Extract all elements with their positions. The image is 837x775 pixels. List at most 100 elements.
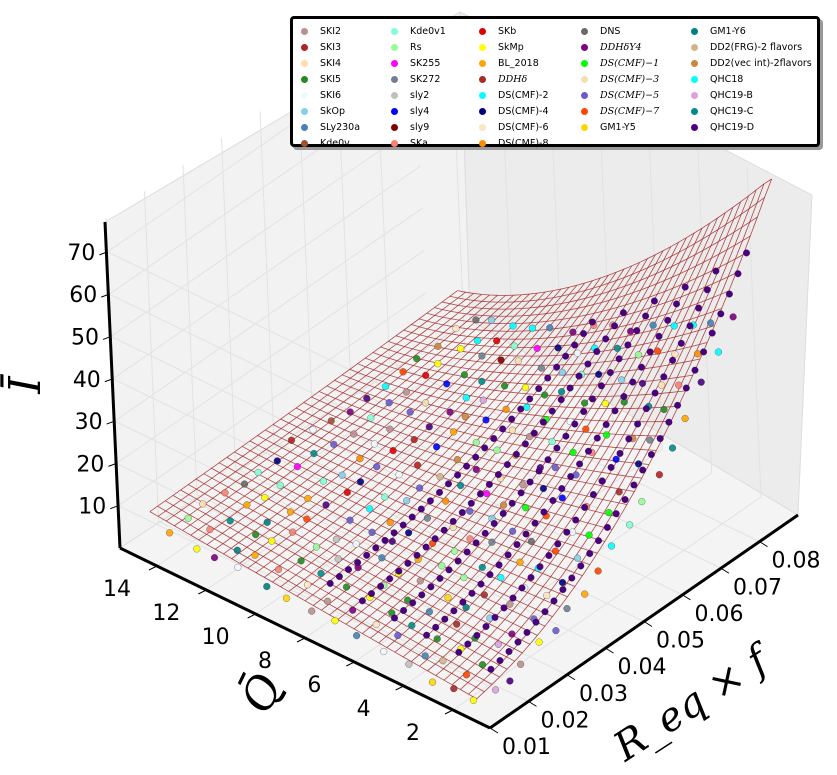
legend-label: DNS bbox=[600, 25, 621, 37]
data-point bbox=[395, 471, 403, 479]
data-point bbox=[425, 608, 433, 616]
legend-label: DS(CMF)−5 bbox=[600, 89, 660, 101]
data-point bbox=[665, 418, 673, 426]
x-tick-mark bbox=[605, 647, 614, 654]
legend-label: DD2(vec int)-2flavors bbox=[710, 57, 812, 69]
data-point bbox=[505, 648, 513, 655]
y-axis-label: Q̄ bbox=[229, 665, 292, 721]
x-gridline bbox=[221, 138, 606, 649]
z-tick-label: 40 bbox=[73, 368, 101, 393]
data-point bbox=[496, 657, 504, 665]
data-point bbox=[438, 562, 446, 570]
data-point bbox=[297, 557, 305, 565]
data-point bbox=[372, 620, 380, 628]
x-gridline bbox=[298, 84, 683, 596]
legend-entry: Rs bbox=[383, 39, 446, 55]
data-point bbox=[303, 515, 311, 523]
data-point bbox=[423, 631, 431, 639]
data-point bbox=[395, 567, 403, 575]
legend-entry: SKI3 bbox=[293, 39, 360, 55]
data-point bbox=[517, 489, 525, 497]
data-point bbox=[506, 677, 514, 685]
data-point bbox=[616, 449, 624, 457]
data-point bbox=[422, 371, 430, 379]
data-point bbox=[434, 342, 442, 350]
data-point bbox=[491, 686, 500, 694]
data-point bbox=[454, 557, 462, 565]
data-point bbox=[691, 366, 699, 374]
data-point bbox=[639, 466, 647, 474]
x-gridline bbox=[144, 191, 529, 702]
y-tick-label: 14 bbox=[103, 577, 131, 602]
legend-entry: QHC19-B bbox=[683, 87, 812, 103]
data-point bbox=[553, 363, 561, 371]
data-point bbox=[480, 591, 488, 599]
data-point bbox=[572, 516, 580, 524]
data-point bbox=[638, 363, 645, 371]
legend-marker bbox=[691, 59, 698, 67]
surface-line bbox=[206, 294, 514, 545]
data-point bbox=[353, 632, 361, 640]
data-point bbox=[619, 309, 627, 317]
surface-line bbox=[198, 295, 506, 541]
legend-label: SLy230a bbox=[320, 121, 361, 133]
data-point bbox=[607, 542, 616, 550]
data-point bbox=[544, 456, 552, 464]
legend-entry: Kde0v bbox=[293, 135, 360, 151]
data-point bbox=[282, 594, 291, 602]
data-point bbox=[508, 426, 516, 434]
data-point bbox=[544, 374, 552, 382]
surface-line bbox=[239, 291, 546, 564]
data-point bbox=[490, 435, 498, 442]
surface-line bbox=[329, 265, 633, 616]
data-point bbox=[240, 480, 249, 488]
data-point bbox=[381, 536, 389, 544]
data-point bbox=[506, 600, 514, 608]
data-point bbox=[568, 574, 576, 582]
legend-entry: DD2(vec int)-2flavors bbox=[683, 55, 812, 71]
data-point bbox=[525, 433, 534, 441]
legend-marker bbox=[301, 123, 308, 131]
data-point bbox=[473, 631, 481, 639]
data-point bbox=[582, 425, 590, 433]
surface-line bbox=[165, 293, 474, 522]
legend-label: SKI6 bbox=[320, 89, 342, 101]
legend-marker bbox=[581, 59, 588, 67]
data-point bbox=[551, 547, 559, 555]
data-point bbox=[439, 657, 447, 665]
legend-entry: SKI5 bbox=[293, 71, 360, 87]
data-point bbox=[485, 480, 493, 488]
legend-marker bbox=[301, 75, 308, 83]
legend-entry: GM1-Y6 bbox=[683, 23, 812, 39]
data-point bbox=[634, 420, 642, 428]
data-point bbox=[368, 528, 376, 536]
legend-entry: sly4 bbox=[383, 103, 446, 119]
data-point bbox=[509, 527, 517, 535]
data-point bbox=[558, 485, 566, 493]
data-point bbox=[514, 638, 522, 646]
legend-entry: SKI2 bbox=[293, 23, 360, 39]
legend-label: GM1-Y6 bbox=[710, 25, 746, 37]
data-point bbox=[521, 383, 529, 392]
legend-label: sly4 bbox=[410, 105, 430, 117]
data-point bbox=[589, 395, 596, 403]
surface-line bbox=[362, 250, 664, 634]
data-point bbox=[433, 443, 441, 451]
legend-label: sly9 bbox=[410, 121, 430, 133]
x-tick-mark bbox=[489, 727, 499, 734]
data-point bbox=[675, 381, 683, 389]
legend-label: DDHδY4 bbox=[600, 41, 642, 53]
data-point bbox=[615, 355, 623, 363]
data-point bbox=[335, 573, 343, 580]
data-point bbox=[499, 510, 507, 517]
z-tick-mark bbox=[106, 420, 115, 425]
data-point bbox=[670, 322, 678, 330]
z-tick-mark bbox=[104, 378, 113, 383]
data-point bbox=[494, 471, 502, 479]
data-point bbox=[442, 497, 450, 505]
data-point bbox=[554, 344, 562, 352]
data-point bbox=[367, 414, 375, 422]
data-point bbox=[263, 518, 271, 526]
data-point bbox=[664, 316, 672, 324]
data-point bbox=[655, 332, 663, 340]
